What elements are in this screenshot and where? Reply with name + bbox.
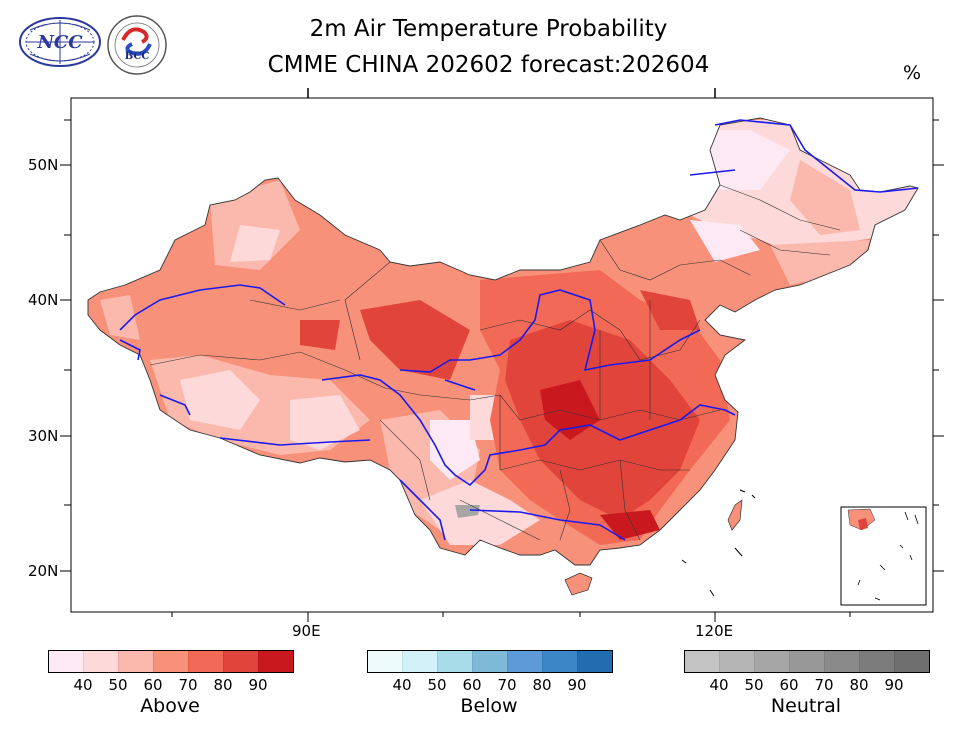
lat-label-50n: 50N [28,156,59,174]
lon-label-120e: 120E [695,622,734,640]
chart-title: 2m Air Temperature Probability [309,16,668,42]
colorbar-below [367,650,613,673]
tick-label: 80 [532,676,552,694]
tick-label: 50 [108,676,128,694]
tick-label: 50 [427,676,447,694]
rivers [119,119,919,541]
colorbar-below-swatch [542,651,577,672]
tick-label: 40 [709,676,729,694]
taiwan [727,499,743,531]
tick-label: 70 [497,676,517,694]
tick-label: 40 [392,676,412,694]
lat-label-40n: 40N [28,291,59,309]
colorbar-below-swatch [577,651,612,672]
colorbar-neutral-title: Neutral [770,695,842,717]
colorbar-below-swatch [507,651,542,672]
colorbar-neutral-swatch [719,651,754,672]
tick-label: 80 [849,676,869,694]
colorbar-below-swatch [402,651,437,672]
bcc-logo: BCC [107,15,167,75]
tick-label: 60 [779,676,799,694]
colorbar-neutral [684,650,930,673]
colorbar-above-swatch [223,651,258,672]
colorbar-below-swatch [437,651,472,672]
tick-label: 60 [143,676,163,694]
colorbar-above-swatch [153,651,188,672]
colorbar-below-title: Below [460,695,518,717]
chart-subtitle: CMME CHINA 202602 forecast:202604 [267,52,710,78]
colorbar-above-title: Above [140,695,200,717]
lon-label-90e: 90E [292,622,321,640]
ncc-logo: NCC [19,17,101,67]
colorbar-neutral-swatch [754,651,789,672]
colorbar-above-swatch [83,651,118,672]
colorbar-below-swatch [368,651,402,672]
tick-label: 90 [567,676,587,694]
colorbar-above-swatch [188,651,223,672]
tick-label: 40 [73,676,93,694]
tick-label: 70 [178,676,198,694]
tick-label: 50 [744,676,764,694]
colorbar-above [48,650,294,673]
colorbar-neutral-swatch [789,651,824,672]
tick-label: 70 [814,676,834,694]
colorbar-neutral-swatch [824,651,859,672]
colorbar-below-swatch [472,651,507,672]
colorbar-above-swatch [49,651,83,672]
colorbar-neutral-swatch [685,651,719,672]
colorbar-above-swatch [258,651,293,672]
tick-label: 90 [884,676,904,694]
unit-label: % [903,62,922,84]
colorbar-neutral-swatch [859,651,894,672]
ncc-logo-text: NCC [36,32,83,53]
lat-label-30n: 30N [28,427,59,445]
bcc-logo-text: BCC [125,51,150,62]
tick-label: 90 [248,676,268,694]
hainan [564,572,593,596]
tick-label: 60 [462,676,482,694]
lat-label-20n: 20N [28,562,59,580]
colorbar-above-swatch [118,651,153,672]
tick-label: 80 [213,676,233,694]
province-boundaries [149,184,841,541]
colorbar-neutral-swatch [894,651,929,672]
